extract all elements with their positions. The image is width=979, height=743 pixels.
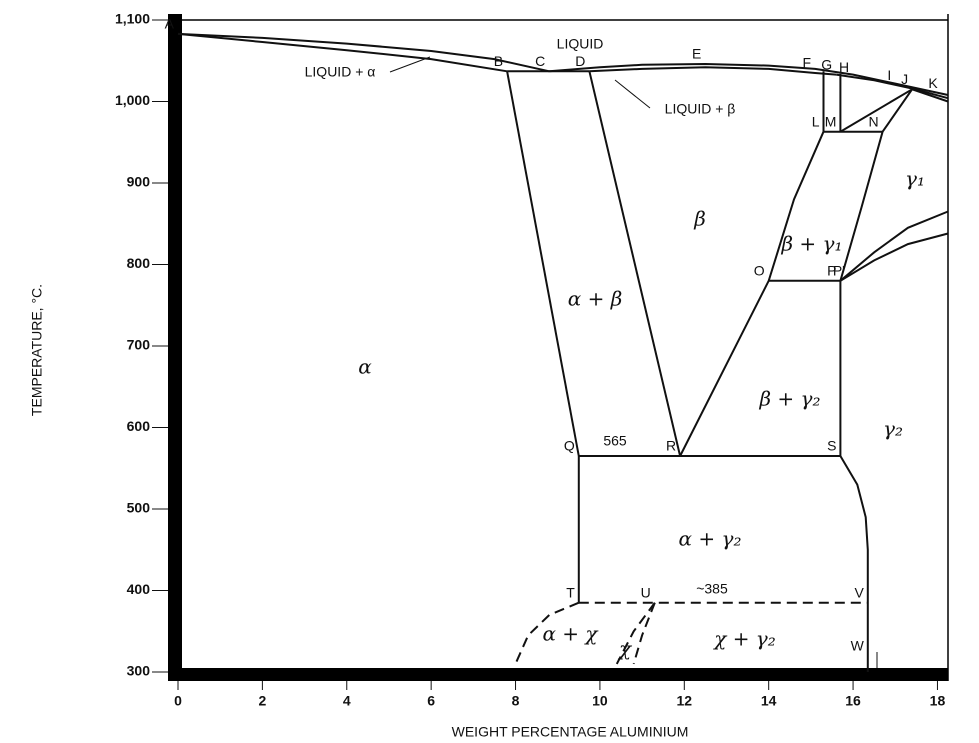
point-label: M (825, 113, 837, 129)
y-tick-label: 500 (127, 500, 151, 516)
region-label: α + χ (542, 622, 599, 646)
phase-boundary (679, 131, 825, 457)
point-label: I (887, 67, 891, 83)
region-label: γ₁ (905, 167, 925, 191)
point-label: E (692, 46, 701, 62)
phase-boundary (839, 88, 913, 282)
x-tick-label: 10 (592, 693, 608, 709)
region-label: χ (617, 637, 633, 661)
phase-boundary (549, 62, 949, 96)
y-tick-label: 1,000 (115, 92, 150, 108)
y-tick-label: 1,100 (115, 11, 150, 27)
x-tick-label: 18 (930, 693, 946, 709)
region-label: α (358, 355, 372, 379)
point-label: B (494, 53, 503, 69)
region-label: β + γ₂ (758, 387, 820, 411)
phase-boundary (177, 32, 508, 73)
point-label: F (803, 55, 812, 71)
point-label: K (928, 75, 938, 91)
y-tick-label: 400 (127, 581, 151, 597)
phase-boundary (839, 232, 949, 282)
x-tick-label: 0 (174, 693, 182, 709)
y-tick-label: 700 (127, 337, 151, 353)
x-tick-label: 2 (258, 693, 266, 709)
arrow (389, 56, 431, 73)
phase-boundary (589, 66, 837, 76)
point-label: H (839, 59, 849, 75)
x-axis-title: WEIGHT PERCENTAGE ALUMINIUM (452, 724, 689, 740)
arrow (614, 79, 651, 109)
y-axis-title: TEMPERATURE, °C. (29, 284, 45, 416)
x-tick-label: 12 (677, 693, 693, 709)
x-tick-label: 14 (761, 693, 777, 709)
point-label: T (566, 584, 575, 600)
region-label: β (693, 207, 706, 231)
point-label: D (575, 53, 585, 69)
phase-boundary (615, 602, 656, 665)
region-label: α + γ₂ (679, 527, 742, 551)
y-tick-label: 600 (127, 418, 151, 434)
phase-boundary (839, 455, 869, 672)
point-label: R (666, 438, 676, 454)
phase-boundary (588, 71, 682, 457)
y-tick-label: 300 (127, 663, 151, 679)
point-label: W (851, 637, 865, 653)
phase-boundary (506, 71, 580, 457)
annotation: ~385 (696, 581, 728, 597)
phase-boundary (177, 32, 550, 73)
point-label: L (812, 113, 820, 129)
left-border (168, 14, 182, 681)
region-label: γ₂ (883, 417, 903, 441)
region-label: LIQUID + β (665, 101, 736, 117)
region-label: α + β (568, 287, 623, 311)
y-tick-label: 900 (127, 174, 151, 190)
point-label: N (868, 113, 878, 129)
point-label: V (854, 584, 864, 600)
region-label: LIQUID (557, 36, 604, 52)
point-label: G (821, 56, 832, 72)
point-label: A (165, 16, 175, 32)
phase-boundary (632, 602, 656, 665)
point-label: P' (833, 263, 845, 279)
point-label: S (827, 438, 836, 454)
phase-boundary (911, 88, 949, 103)
phase-boundary (836, 73, 949, 100)
point-label: J (901, 71, 908, 87)
point-label: O (754, 263, 765, 279)
x-tick-label: 8 (512, 693, 520, 709)
point-label: C (535, 53, 545, 69)
region-label: χ + γ₂ (712, 627, 776, 651)
x-tick-label: 16 (845, 693, 861, 709)
region-label: LIQUID + α (305, 64, 376, 80)
point-label: U (641, 584, 651, 600)
point-label: P (827, 263, 836, 279)
y-tick-label: 800 (127, 255, 151, 271)
phase-boundary (839, 88, 913, 133)
x-tick-label: 4 (343, 693, 351, 709)
region-label: β + γ₁ (780, 232, 842, 256)
bottom-border (168, 668, 948, 681)
annotation: 565 (603, 433, 627, 449)
point-label: Q (564, 438, 575, 454)
phase-boundary (839, 210, 949, 282)
x-tick-label: 6 (427, 693, 435, 709)
